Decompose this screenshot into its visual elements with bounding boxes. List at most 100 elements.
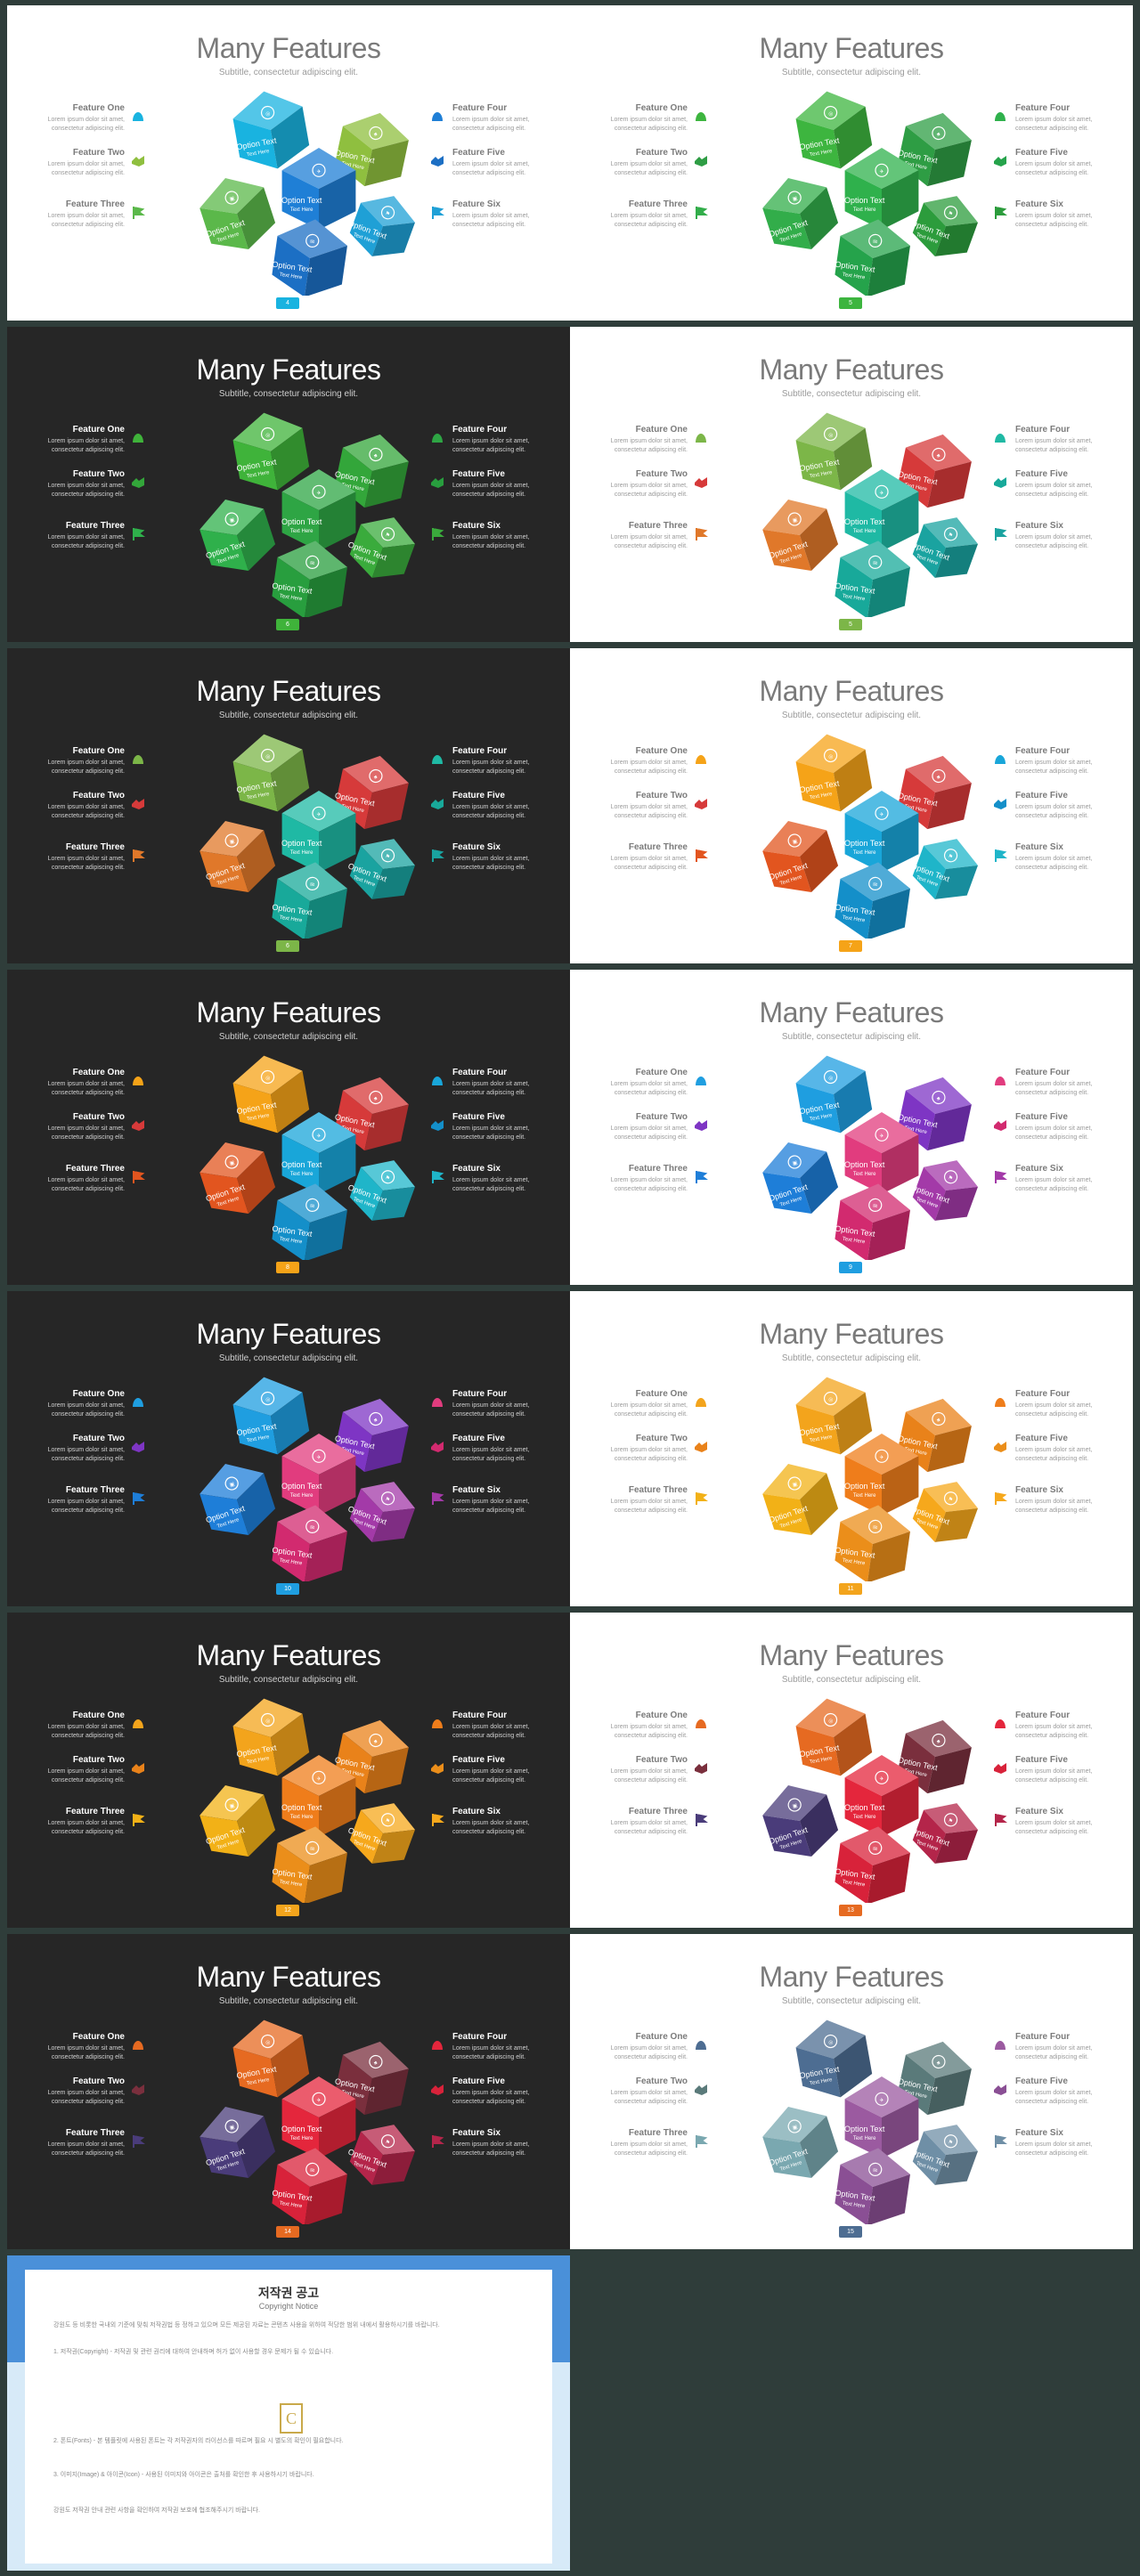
feature-description: Lorem ipsum dolor sit amet, consectetur …	[47, 1820, 125, 1835]
cube: ✈ Option Text Text Here	[844, 469, 919, 551]
cube-cluster: ◎ Option Text Text Here ♣ Option Text Text He…	[748, 405, 1006, 619]
slide-subtitle: Subtitle, consectetur adipiscing elit.	[781, 1353, 922, 1363]
feature-description: Lorem ipsum dolor sit amet, consectetur …	[47, 1402, 125, 1418]
cube-text-here: Text Here	[842, 915, 866, 924]
copyright-logo: C	[280, 2403, 303, 2434]
copyright-paragraph: 1. 저작권(Copyright) - 저작권 및 관련 권리에 대하여 안내하…	[53, 2349, 334, 2355]
tree-icon: ✈	[316, 1133, 321, 1139]
feature-item: Feature Six Lorem ipsum dolor sit amet, c…	[452, 1807, 559, 1837]
feature-item: Feature Two Lorem ipsum dolor sit amet, c…	[18, 2076, 125, 2107]
camera-icon: ▣	[792, 1482, 799, 1489]
feature-item: Feature Two Lorem ipsum dolor sit amet, c…	[581, 791, 688, 821]
leaf-icon	[992, 848, 1008, 864]
feature-description: Lorem ipsum dolor sit amet, consectetur …	[47, 1447, 125, 1462]
feature-item: Feature Three Lorem ipsum dolor sit amet,…	[581, 1485, 688, 1516]
feature-item: Feature Five Lorem ipsum dolor sit amet, …	[1015, 2076, 1122, 2107]
target-icon: ◎	[828, 1397, 834, 1403]
flag-icon	[693, 1169, 709, 1185]
feature-title: Feature One	[635, 103, 688, 113]
glasses-icon: ✉	[310, 1204, 315, 1210]
feature-description: Lorem ipsum dolor sit amet, consectetur …	[47, 2090, 125, 2105]
feature-title: Feature Four	[1015, 1711, 1071, 1720]
feature-description: Lorem ipsum dolor sit amet, consectetur …	[1015, 1177, 1093, 1192]
cube-option-text: Option Text	[844, 517, 885, 526]
glasses-icon: ✉	[873, 1204, 878, 1210]
cube-text-here: Text Here	[904, 161, 928, 171]
cube: ✈ Option Text Text Here	[844, 1755, 919, 1837]
feature-item: Feature Four Lorem ipsum dolor sit amet, …	[452, 1389, 559, 1419]
feature-title: Feature Three	[628, 1164, 688, 1174]
feature-description: Lorem ipsum dolor sit amet, consectetur …	[1015, 1768, 1093, 1784]
cog-icon	[429, 1073, 445, 1089]
cube-text-here: Text Here	[853, 1815, 876, 1820]
feature-title: Feature Three	[65, 199, 125, 209]
globe-icon: ♣	[373, 1739, 378, 1745]
paper-plane-icon: ⚑	[947, 1174, 953, 1182]
tools-icon	[992, 796, 1008, 812]
cube-cluster: ◎ Option Text Text Here ♣ Option Text Text He…	[185, 727, 444, 940]
feature-slide: Many Features Subtitle, consectetur adipi…	[570, 1291, 1133, 1606]
feature-title: Feature Two	[72, 1112, 125, 1122]
feature-item: Feature Four Lorem ipsum dolor sit amet, …	[1015, 425, 1122, 455]
tools-icon	[992, 1439, 1008, 1455]
feature-title: Feature Three	[628, 2128, 688, 2138]
hand-icon	[130, 1394, 146, 1410]
feature-item: Feature Five Lorem ipsum dolor sit amet, …	[1015, 1112, 1122, 1142]
feature-description: Lorem ipsum dolor sit amet, consectetur …	[47, 438, 125, 453]
leaf-icon	[992, 526, 1008, 542]
feature-title: Feature Six	[452, 842, 501, 852]
feature-description: Lorem ipsum dolor sit amet, consectetur …	[452, 483, 530, 498]
slide-subtitle: Subtitle, consectetur adipiscing elit.	[781, 68, 922, 77]
feature-item: Feature Four Lorem ipsum dolor sit amet, …	[1015, 746, 1122, 776]
feature-description: Lorem ipsum dolor sit amet, consectetur …	[1015, 856, 1093, 871]
cog-icon	[992, 109, 1008, 125]
feature-title: Feature Six	[452, 1807, 501, 1816]
cube: ✈ Option Text Text Here	[844, 1434, 919, 1516]
cube-option-text: Option Text	[844, 196, 885, 205]
feature-description: Lorem ipsum dolor sit amet, consectetur …	[1015, 534, 1093, 549]
feature-title: Feature Three	[65, 1807, 125, 1816]
feature-description: Lorem ipsum dolor sit amet, consectetur …	[47, 760, 125, 775]
copyright-paragraph: 강원도 저작권 안내 관련 사항을 확인하여 저작권 보호에 협조해주시기 바랍…	[53, 2507, 260, 2514]
feature-item: Feature Five Lorem ipsum dolor sit amet, …	[1015, 1434, 1122, 1464]
feature-item: Feature One Lorem ipsum dolor sit amet, c…	[581, 746, 688, 776]
feature-description: Lorem ipsum dolor sit amet, consectetur …	[610, 1499, 688, 1514]
feature-description: Lorem ipsum dolor sit amet, consectetur …	[1015, 2141, 1093, 2157]
feature-title: Feature Five	[452, 1112, 505, 1122]
feature-title: Feature Four	[1015, 2032, 1071, 2042]
feature-description: Lorem ipsum dolor sit amet, consectetur …	[610, 1125, 688, 1141]
cube-text-here: Text Here	[842, 1237, 866, 1246]
feature-item: Feature One Lorem ipsum dolor sit amet, c…	[18, 1389, 125, 1419]
slide-title: Many Features	[196, 996, 381, 1028]
camera-icon: ▣	[792, 196, 799, 203]
copyright-title: 저작권 공고	[257, 2286, 320, 2300]
cube-cluster: ◎ Option Text Text Here ♣ Option Text Text He…	[185, 84, 444, 297]
feature-title: Feature One	[72, 425, 125, 435]
feature-description: Lorem ipsum dolor sit amet, consectetur …	[1015, 438, 1093, 453]
feature-title: Feature Six	[452, 1164, 501, 1174]
cube-text-here: Text Here	[904, 1125, 928, 1135]
feature-title: Feature Three	[628, 521, 688, 531]
cube-cluster: ◎ Option Text Text Here ♣ Option Text Text He…	[185, 1369, 444, 1583]
flag-icon	[130, 205, 146, 221]
paper-plane-icon: ⚑	[947, 1817, 953, 1824]
feature-description: Lorem ipsum dolor sit amet, consectetur …	[452, 1724, 530, 1739]
feature-title: Feature Four	[1015, 103, 1071, 113]
feature-item: Feature Two Lorem ipsum dolor sit amet, c…	[581, 1434, 688, 1464]
feature-title: Feature Three	[65, 2128, 125, 2138]
cube-text-here: Text Here	[341, 2090, 365, 2100]
feature-item: Feature Three Lorem ipsum dolor sit amet,…	[18, 199, 125, 230]
feature-title: Feature Four	[452, 1711, 508, 1720]
feature-description: Lorem ipsum dolor sit amet, consectetur …	[47, 1768, 125, 1784]
tree-icon: ✈	[879, 490, 884, 496]
